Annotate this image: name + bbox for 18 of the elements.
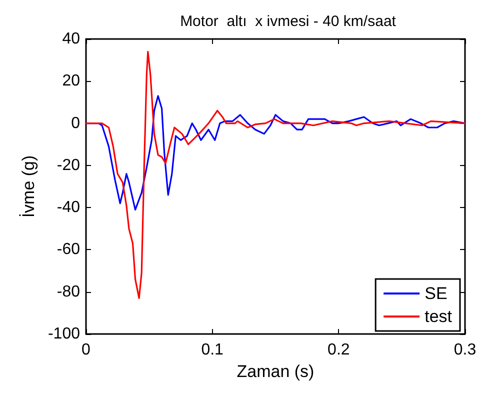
y-tick-label: -40	[56, 199, 80, 216]
x-tick-label: 0	[82, 342, 91, 358]
x-tick-label: 0.1	[201, 342, 224, 358]
y-tick-label: -80	[56, 283, 80, 300]
y-tick-label: -60	[56, 241, 80, 258]
y-tick-label: 20	[62, 72, 80, 90]
x-tick-label: 0.3	[454, 342, 476, 358]
y-tick-label: -20	[56, 156, 80, 174]
y-tick-label: -100	[48, 326, 80, 342]
x-axis-title: Zaman (s)	[236, 362, 314, 381]
x-tick-label: 0.2	[328, 342, 350, 358]
y-tick-label: 40	[62, 30, 80, 48]
line-series	[85, 50, 466, 299]
chart-title: Motor altı x ivmesi - 40 km/saat	[180, 13, 397, 30]
legend-label: test	[424, 307, 452, 326]
legend-label: SE	[424, 284, 448, 303]
y-tick-label: 0	[71, 114, 80, 132]
y-axis-title: İvme (g)	[19, 155, 38, 218]
